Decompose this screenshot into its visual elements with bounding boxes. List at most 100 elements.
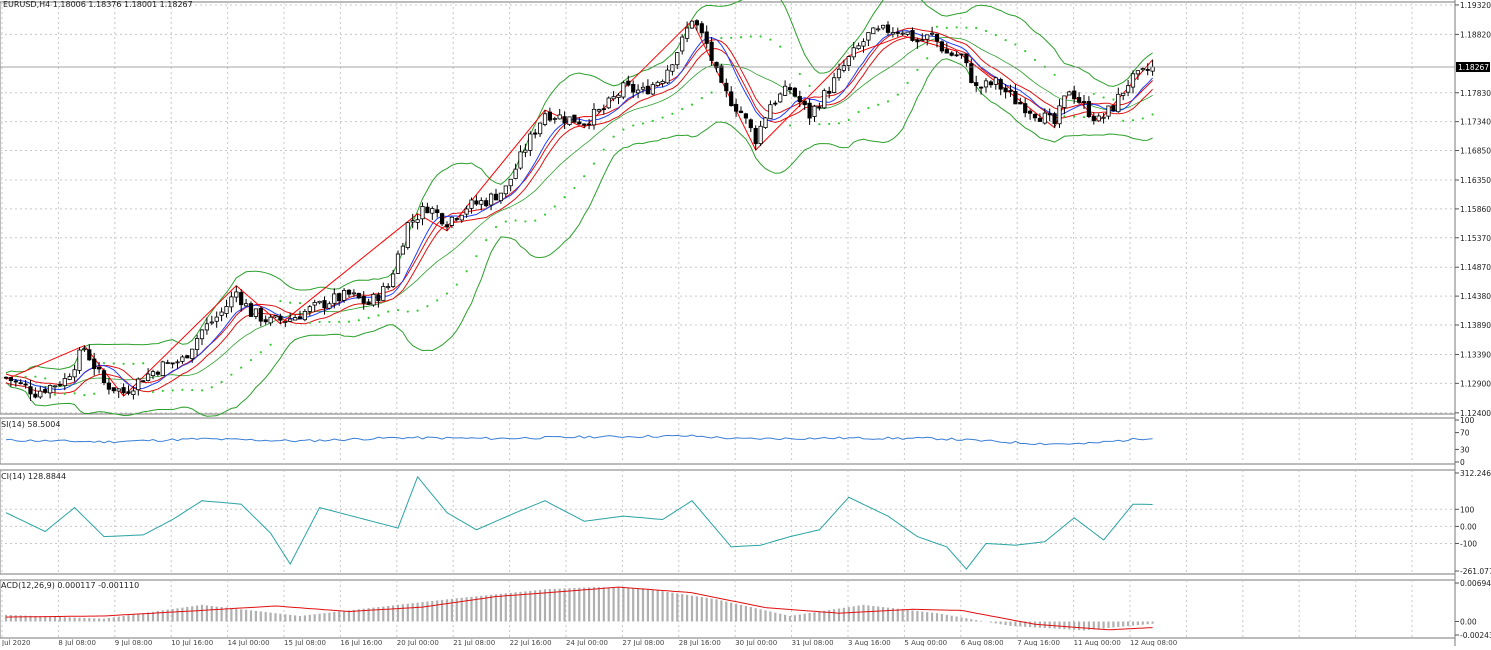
candle[interactable] <box>552 116 557 124</box>
candle[interactable] <box>180 355 185 364</box>
candle[interactable] <box>1077 92 1082 105</box>
candle[interactable] <box>905 31 910 36</box>
candle[interactable] <box>493 188 499 201</box>
candle[interactable] <box>596 108 602 114</box>
candle[interactable] <box>185 355 190 359</box>
candle[interactable] <box>577 117 582 125</box>
candle[interactable] <box>82 345 87 352</box>
candle[interactable] <box>278 313 283 324</box>
candle[interactable] <box>62 373 67 391</box>
candle[interactable] <box>258 306 263 327</box>
candle[interactable] <box>165 359 170 365</box>
candle[interactable] <box>498 192 504 204</box>
candle[interactable] <box>77 346 82 374</box>
candle[interactable] <box>459 214 464 223</box>
candle[interactable] <box>508 178 513 192</box>
candle[interactable] <box>949 51 954 57</box>
candle[interactable] <box>1023 98 1028 118</box>
candle[interactable] <box>611 91 616 102</box>
candle[interactable] <box>783 80 788 96</box>
candle[interactable] <box>273 315 278 319</box>
candle[interactable] <box>175 359 180 369</box>
candle[interactable] <box>386 283 391 290</box>
candle[interactable] <box>1091 112 1096 125</box>
candle[interactable] <box>141 380 146 383</box>
candle[interactable] <box>1072 85 1077 104</box>
candle[interactable] <box>136 377 141 396</box>
candle[interactable] <box>400 242 406 255</box>
candle[interactable] <box>694 19 700 31</box>
candle[interactable] <box>126 385 131 396</box>
candle[interactable] <box>890 27 896 38</box>
rsi-panel[interactable] <box>5 434 1153 446</box>
candle[interactable] <box>87 344 92 361</box>
candle[interactable] <box>341 288 347 303</box>
candle[interactable] <box>670 64 675 76</box>
candle[interactable] <box>866 32 871 47</box>
candle[interactable] <box>307 305 312 316</box>
candle[interactable] <box>567 116 572 126</box>
candle[interactable] <box>361 291 366 310</box>
candle[interactable] <box>346 289 352 297</box>
candle[interactable] <box>724 78 729 98</box>
candle[interactable] <box>1032 113 1038 122</box>
candle[interactable] <box>645 79 651 95</box>
candle[interactable] <box>48 384 53 399</box>
candle[interactable] <box>655 80 660 87</box>
candle[interactable] <box>910 27 915 42</box>
candle[interactable] <box>621 80 626 100</box>
candle[interactable] <box>464 205 469 218</box>
candle[interactable] <box>650 81 655 96</box>
candle[interactable] <box>43 386 48 394</box>
candle[interactable] <box>939 40 945 54</box>
candle[interactable] <box>224 299 229 318</box>
candle[interactable] <box>920 33 925 42</box>
candle[interactable] <box>484 197 489 208</box>
candle[interactable] <box>988 80 994 88</box>
candle[interactable] <box>292 314 298 321</box>
candle[interactable] <box>547 107 553 122</box>
candle[interactable] <box>1130 70 1136 94</box>
candle[interactable] <box>239 289 244 312</box>
candle[interactable] <box>420 202 425 226</box>
candle[interactable] <box>915 37 920 49</box>
candle[interactable] <box>160 360 165 376</box>
candle[interactable] <box>1003 83 1008 99</box>
candle[interactable] <box>23 380 28 389</box>
candle[interactable] <box>1116 87 1121 113</box>
candle[interactable] <box>351 289 357 298</box>
candle[interactable] <box>194 334 200 356</box>
candle[interactable] <box>738 106 744 114</box>
candle[interactable] <box>631 80 636 98</box>
candle[interactable] <box>1106 105 1111 120</box>
candle[interactable] <box>689 20 695 29</box>
candle[interactable] <box>283 321 288 328</box>
candle[interactable] <box>675 52 680 69</box>
candle[interactable] <box>787 83 793 95</box>
candle[interactable] <box>131 385 136 400</box>
candle[interactable] <box>954 51 959 57</box>
candle[interactable] <box>1086 96 1091 119</box>
candle[interactable] <box>121 383 126 397</box>
candle[interactable] <box>1042 108 1047 125</box>
candle[interactable] <box>680 34 685 55</box>
candle[interactable] <box>895 27 900 37</box>
candle[interactable] <box>944 42 949 54</box>
price-panel[interactable] <box>0 0 1455 417</box>
candle[interactable] <box>533 128 538 139</box>
candle[interactable] <box>72 364 77 382</box>
candle[interactable] <box>1101 113 1106 124</box>
candle[interactable] <box>557 108 562 120</box>
candle[interactable] <box>1057 99 1062 128</box>
candle[interactable] <box>204 317 209 335</box>
candle[interactable] <box>836 63 842 81</box>
candle[interactable] <box>606 96 611 110</box>
candle[interactable] <box>430 206 435 220</box>
candle[interactable] <box>993 76 998 90</box>
candle[interactable] <box>729 86 734 107</box>
candle[interactable] <box>640 82 646 94</box>
candle[interactable] <box>229 291 234 313</box>
candle[interactable] <box>802 100 807 110</box>
candle[interactable] <box>474 195 479 206</box>
